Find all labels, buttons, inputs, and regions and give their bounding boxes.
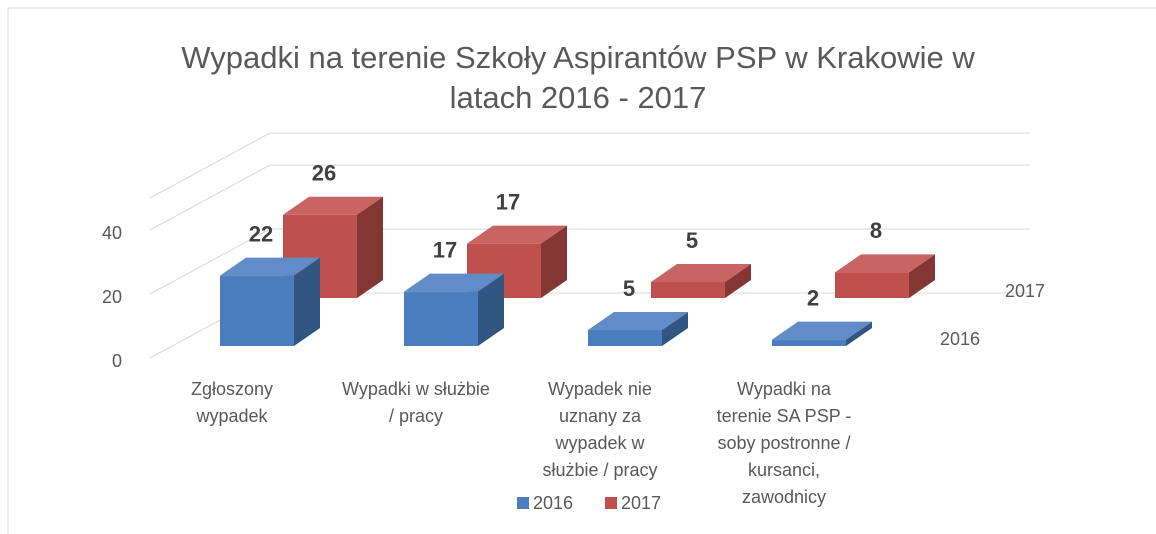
legend-label: 2016 — [533, 493, 573, 513]
bar-side — [725, 264, 751, 298]
wall-edge — [149, 132, 271, 199]
bar — [772, 321, 872, 346]
bar-front — [588, 330, 662, 346]
bar-front — [404, 291, 478, 346]
bar — [651, 264, 751, 298]
chart-title: Wypadki na terenie Szkoły Aspirantów PSP… — [181, 40, 975, 115]
depth-label: 2017 — [1005, 281, 1045, 301]
y-tick-label: 0 — [112, 351, 122, 371]
bar-side — [662, 312, 688, 346]
bar-top — [772, 321, 872, 340]
x-tick-label: Wypadki na terenie SA PSP - soby postron… — [716, 379, 852, 507]
chart-border — [7, 7, 1156, 534]
bar-front — [651, 282, 725, 298]
data-label: 2 — [807, 285, 819, 310]
bar — [220, 257, 320, 346]
data-label: 17 — [496, 189, 520, 214]
bar — [835, 254, 935, 298]
bar-front — [220, 275, 294, 346]
legend-swatch — [605, 497, 617, 509]
data-label: 17 — [433, 237, 457, 262]
bar-top — [220, 257, 320, 276]
bar-front — [835, 272, 909, 298]
bar — [588, 312, 688, 346]
data-label: 5 — [623, 276, 635, 301]
bar-side — [909, 254, 935, 298]
depth-label: 2016 — [940, 329, 980, 349]
bar-side — [478, 273, 504, 346]
bar-top — [467, 225, 567, 244]
bar-top — [283, 196, 383, 215]
bar-front — [772, 339, 846, 346]
bar-side — [541, 225, 567, 298]
bar-side — [357, 196, 383, 298]
x-tick-label: Wypadki w służbie / pracy — [342, 379, 490, 426]
legend-swatch — [517, 497, 529, 509]
bar-side — [846, 321, 872, 346]
data-label: 8 — [870, 218, 882, 243]
legend-label: 2017 — [621, 493, 661, 513]
bar-top — [588, 312, 688, 330]
y-tick-label: 20 — [102, 287, 122, 307]
data-label: 26 — [312, 161, 336, 186]
bar-top — [404, 273, 504, 292]
x-tick-label: Wypadek nie uznany za wypadek w służbie … — [542, 379, 658, 480]
grid-line — [149, 164, 271, 231]
grid-line — [149, 228, 271, 295]
bar — [404, 273, 504, 346]
bar-side — [294, 257, 320, 346]
bar-top — [835, 254, 935, 273]
data-label: 5 — [686, 228, 698, 253]
y-tick-label: 40 — [102, 223, 122, 243]
bar-top — [651, 264, 751, 282]
data-label: 22 — [249, 221, 273, 246]
x-tick-label: Zgłoszony wypadek — [190, 379, 274, 426]
